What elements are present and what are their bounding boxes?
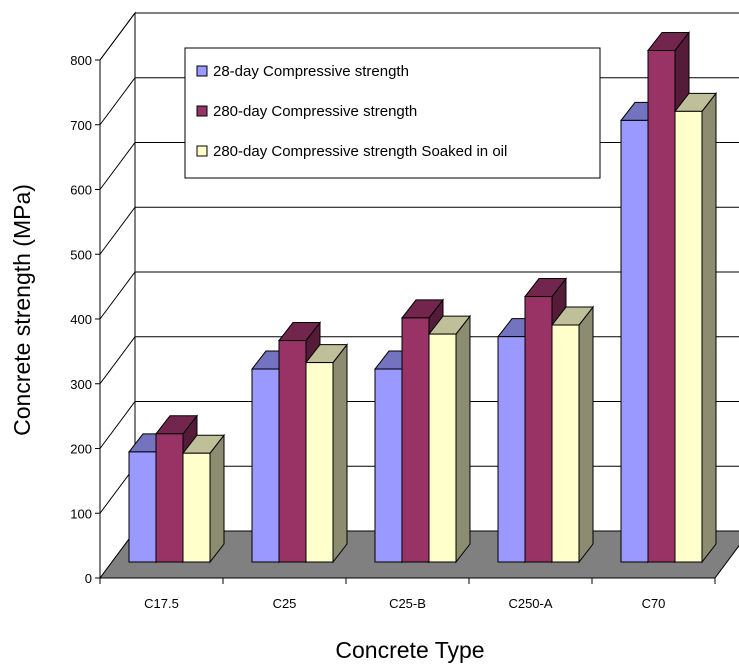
- y-tick-label: 400: [70, 312, 92, 327]
- y-tick-label: 200: [70, 442, 92, 457]
- legend-swatch: [196, 105, 208, 117]
- bar-front: [155, 433, 184, 563]
- axes: [95, 59, 716, 584]
- bar: [550, 305, 595, 564]
- bar-front: [278, 340, 307, 563]
- x-tick-label: C25: [273, 596, 297, 611]
- gridline-side: [99, 336, 136, 385]
- bar: [427, 314, 472, 564]
- gridline-side: [99, 142, 136, 190]
- bar-side: [209, 433, 225, 564]
- bar-front: [182, 452, 211, 563]
- y-tick-label: 0: [85, 571, 92, 586]
- bar-front: [620, 119, 649, 563]
- y-tick-label: 300: [70, 377, 92, 392]
- legend-swatch: [196, 65, 208, 77]
- bar-side: [701, 91, 717, 564]
- y-tick-label: 800: [70, 53, 92, 68]
- y-tick-label: 100: [70, 506, 92, 521]
- gridline-side: [99, 401, 136, 449]
- x-tick-label: C25-B: [389, 596, 426, 611]
- bar-front: [551, 324, 580, 563]
- bar: [304, 343, 349, 564]
- bar-front: [128, 451, 157, 563]
- gridline-side: [99, 77, 136, 126]
- x-axis-title: Concrete Type: [335, 637, 484, 663]
- gridline-side: [99, 12, 136, 61]
- bar: [673, 91, 718, 564]
- gridline-side: [99, 206, 136, 255]
- y-axis-title: Concrete strength (MPa): [9, 184, 35, 436]
- legend-box: [184, 47, 601, 179]
- bar-front: [674, 110, 703, 563]
- legend: 28-day Compressive strength 280-day Compr…: [184, 47, 601, 179]
- bar-side: [455, 314, 471, 564]
- x-tick-label: C70: [642, 596, 666, 611]
- bar-front: [647, 49, 676, 563]
- bars: [127, 31, 718, 564]
- y-tick-labels: 0 100 200 300 400 500 600 700 800: [70, 53, 92, 586]
- bar-front: [428, 333, 457, 563]
- y-tick-label: 700: [70, 118, 92, 133]
- bar-side: [332, 343, 348, 564]
- bar-front: [401, 317, 430, 563]
- legend-label: 280-day Compressive strength Soaked in o…: [213, 143, 507, 160]
- bar-front: [524, 296, 553, 563]
- legend-label: 28-day Compressive strength: [213, 63, 409, 80]
- legend-swatch: [196, 145, 208, 157]
- bar-front: [305, 362, 334, 563]
- y-tick-label: 500: [70, 247, 92, 262]
- bar-front: [251, 368, 280, 563]
- y-tick-label: 600: [70, 183, 92, 198]
- x-tick-labels: C17.5 C25 C25-B C250-A C70: [144, 596, 665, 611]
- bar-side: [578, 305, 594, 564]
- x-tick-label: C17.5: [144, 596, 179, 611]
- gridline-side: [99, 271, 136, 320]
- x-tick-label: C250-A: [508, 596, 552, 611]
- bar: [181, 433, 226, 564]
- legend-label: 280-day Compressive strength: [213, 103, 417, 120]
- bar-front: [374, 368, 403, 563]
- bar-front: [497, 336, 526, 563]
